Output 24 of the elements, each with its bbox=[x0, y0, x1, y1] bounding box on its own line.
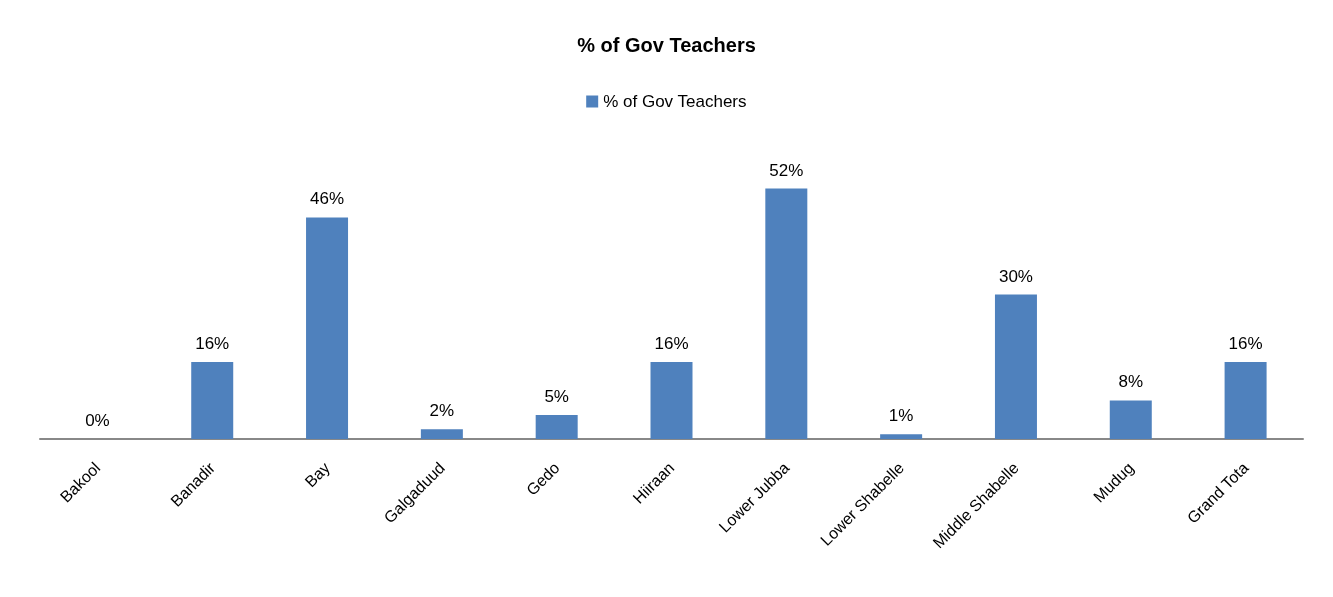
bar bbox=[306, 217, 349, 439]
bar bbox=[191, 361, 234, 439]
data-label: 1% bbox=[888, 406, 914, 426]
bar bbox=[1224, 361, 1267, 439]
bar bbox=[420, 429, 463, 439]
bar bbox=[880, 434, 923, 439]
data-label: 52% bbox=[769, 160, 804, 180]
data-label: 8% bbox=[1118, 372, 1144, 392]
data-label: 46% bbox=[310, 189, 345, 209]
data-label: 0% bbox=[85, 411, 110, 430]
bar bbox=[1109, 400, 1152, 439]
legend-label: % of Gov Teachers bbox=[603, 92, 747, 111]
data-label: 5% bbox=[544, 386, 569, 406]
data-label: 30% bbox=[998, 266, 1033, 286]
data-label: 16% bbox=[1228, 333, 1263, 353]
data-label: 16% bbox=[195, 333, 230, 353]
x-tick-label: Bay bbox=[301, 458, 334, 491]
chart-title: % of Gov Teachers bbox=[577, 34, 756, 56]
data-label: 16% bbox=[654, 333, 689, 353]
bar bbox=[765, 188, 808, 439]
data-label: 2% bbox=[429, 401, 455, 421]
bar bbox=[994, 294, 1037, 439]
bar bbox=[535, 414, 578, 439]
bar bbox=[650, 361, 693, 439]
